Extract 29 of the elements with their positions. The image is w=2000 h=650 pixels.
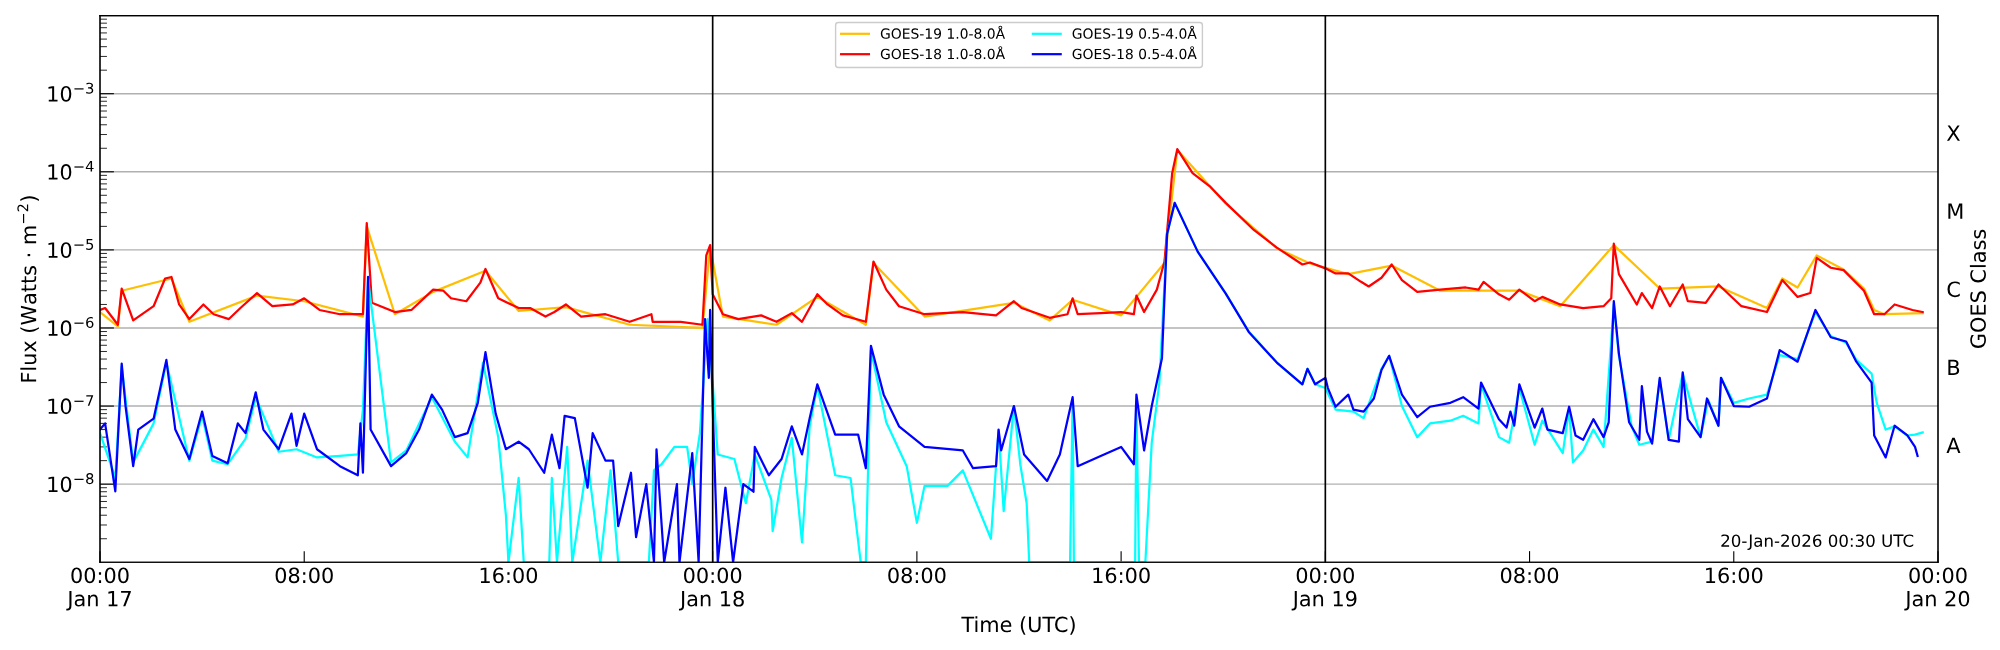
y-tick-label: 10$^{−8}$ [48, 473, 94, 493]
category-label: X [1946, 125, 1960, 141]
y-tick-label: 10$^{−5}$ [48, 239, 94, 258]
y-tick-label: 10$^{−6}$ [48, 316, 94, 337]
y2-axis-title: GOES Class [1969, 229, 1986, 348]
legend-label: GOES-19 1.0-8.0Å [880, 25, 1005, 39]
x-axis-title: Time (UTC) [961, 616, 1075, 635]
x-tick-label: 08:00 [888, 567, 946, 584]
y-tick-label: 10$^{−3}$ [48, 82, 94, 102]
x-tick-label: 00:00 Jan 18 [678, 567, 744, 611]
x-tick-label: 00:00 Jan 19 [1291, 567, 1357, 611]
legend-label: GOES-19 0.5-4.0Å [1072, 25, 1197, 39]
legend-label: GOES-18 1.0-8.0Å [880, 46, 1005, 60]
x-tick-label: 08:00 [275, 567, 333, 584]
x-tick-label: 08:00 [1500, 567, 1559, 584]
legend-label: GOES-18 0.5-4.0Å [1072, 46, 1197, 60]
category-label: C [1947, 281, 1960, 298]
y-tick-label: 10$^{−4}$ [48, 160, 94, 180]
category-label: B [1948, 359, 1960, 375]
category-label: M [1948, 203, 1963, 219]
y-axis-title: Flux (Watts · m$^{−2}$) [17, 196, 39, 382]
x-tick-label: 16:00 [1706, 567, 1763, 584]
x-tick-label: 16:00 [1093, 567, 1150, 584]
y-tick-label: 10$^{−7}$ [48, 395, 94, 415]
x-tick-label: 16:00 [480, 567, 538, 584]
x-tick-label: 00:00 Jan 17 [66, 567, 131, 611]
annotation: 20-Jan-2026 00:30 UTC [1721, 534, 1914, 551]
x-tick-label: 00:00 Jan 20 [1904, 567, 1970, 611]
category-label: A [1946, 437, 1961, 454]
